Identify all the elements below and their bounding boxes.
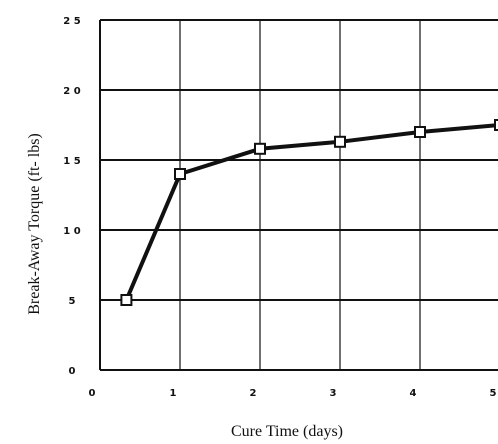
y-tick-labels: 0 5 1 0 1 5 2 0 2 5 — [63, 16, 80, 377]
x-axis-title: Cure Time (days) — [231, 423, 343, 440]
y-axis-title: Break-Away Torque (ft- lbs) — [26, 133, 43, 315]
series-line-0 — [124, 123, 498, 301]
data-point-0 — [120, 294, 133, 306]
data-point-4 — [414, 126, 426, 138]
data-point-1 — [174, 168, 186, 180]
x-tick-label-5: 5 — [490, 388, 497, 399]
series — [120, 119, 498, 306]
y-tick-label-4: 2 0 — [63, 86, 80, 97]
grid — [100, 19, 498, 370]
y-tick-label-0: 0 — [69, 366, 76, 377]
x-tick-label-4: 4 — [410, 388, 417, 399]
axes — [99, 20, 498, 371]
y-tick-label-2: 1 0 — [63, 226, 80, 237]
data-point-2 — [254, 142, 266, 155]
data-point-5 — [494, 119, 498, 131]
x-tick-labels: 0 1 2 3 4 5 — [89, 388, 497, 399]
x-tick-label-2: 2 — [250, 388, 257, 399]
y-tick-label-3: 1 5 — [63, 156, 80, 167]
x-tick-label-0: 0 — [89, 388, 96, 399]
data-point-3 — [334, 135, 346, 148]
y-tick-label-5: 2 5 — [63, 16, 80, 27]
x-tick-label-3: 3 — [330, 388, 337, 399]
x-tick-label-1: 1 — [170, 388, 177, 399]
y-tick-label-1: 5 — [69, 296, 76, 307]
